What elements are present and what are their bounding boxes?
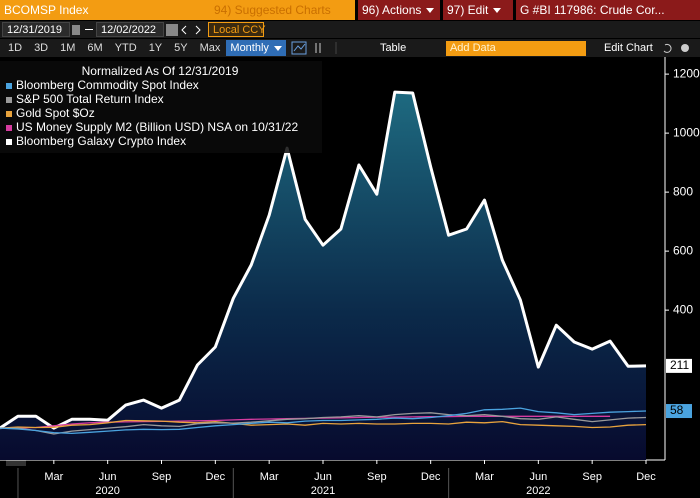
last-value-label: 58 [670, 403, 684, 417]
x-tick-label: Sep [152, 471, 172, 483]
period-button[interactable]: 1Y [148, 42, 163, 54]
y-tick-label: 400 [673, 302, 693, 316]
add-data-input[interactable]: Add Data [445, 40, 586, 56]
legend-title: Normalized As Of 12/31/2019 [82, 64, 239, 78]
dropdown-arrow [273, 45, 282, 51]
period-buttons: 1D 3D 1M 6M YTD 1Y 5Y Max [2, 42, 226, 54]
period-button[interactable]: YTD [114, 42, 137, 54]
ticker[interactable]: BCOMSP Index [0, 0, 210, 20]
edit-chart-button[interactable]: Edit Chart [603, 42, 653, 54]
x-tick-label: Jun [314, 471, 332, 483]
legend-swatch [6, 97, 12, 103]
period-button[interactable]: Max [199, 42, 221, 54]
menu-text: 97) Edit [447, 3, 489, 17]
period-button[interactable]: 6M [87, 42, 103, 54]
period-button[interactable]: 1D [8, 42, 23, 54]
last-value-box [666, 358, 692, 373]
legend-entry: Bloomberg Galaxy Crypto Index [16, 134, 186, 148]
series-area [0, 92, 646, 460]
series-line [0, 407, 647, 435]
table-button[interactable]: Table [379, 42, 407, 54]
x-tick-label: Dec [636, 471, 656, 483]
menu-suggested[interactable]: 94) Suggested Charts [210, 0, 355, 20]
x-tick-label: Sep [582, 471, 602, 483]
series-line [0, 419, 647, 429]
period-button[interactable]: 5Y [174, 42, 188, 54]
year-label: 2022 [526, 485, 550, 497]
currency[interactable]: Local CCY [208, 22, 266, 37]
menu-bi[interactable]: G #BI 117986: Crude Cor... [516, 0, 700, 20]
dropdown-arrow [426, 7, 435, 13]
period-button[interactable]: 3D [34, 42, 49, 54]
last-value-label: 211 [670, 358, 689, 372]
x-tick-label: Jun [99, 471, 117, 483]
end-date[interactable]: 12/02/2022 [96, 22, 164, 37]
x-tick-label: Mar [475, 471, 494, 483]
series-line [0, 412, 647, 435]
legend-swatch [6, 125, 12, 131]
legend-entry: S&P 500 Total Return Index [16, 92, 164, 106]
legend-swatch [6, 139, 12, 145]
x-tick-label: Dec [206, 471, 226, 483]
x-tick-label: Jun [529, 471, 547, 483]
chart-tools[interactable] [286, 40, 376, 56]
menu-actions[interactable]: 96) Actions [358, 0, 440, 20]
series-line [0, 90, 647, 430]
frequency[interactable]: Monthly [226, 40, 286, 56]
menu-text: 96) Actions [362, 3, 422, 17]
legend-entry: Bloomberg Commodity Spot Index [16, 78, 199, 92]
legend-background [0, 61, 322, 153]
year-label: 2021 [311, 485, 335, 497]
legend-entry: US Money Supply M2 (Billion USD) NSA on … [16, 120, 298, 134]
date-dash [85, 29, 93, 30]
y-tick-label: 800 [673, 184, 693, 198]
chart: 400 600 800 1000 1200 Mar Jun Sep Dec Mar Jun Sep De… [0, 57, 700, 498]
start-date[interactable]: 12/31/2019 [2, 22, 70, 37]
legend-swatch [6, 83, 12, 89]
legend-swatch [6, 111, 12, 117]
last-value-box [666, 404, 692, 419]
y-tick-label: 600 [673, 243, 693, 257]
menu-edit[interactable]: 97) Edit [443, 0, 513, 20]
x-tick-label: Sep [367, 471, 387, 483]
window-icons[interactable] [657, 40, 697, 56]
x-tick-label: Mar [260, 471, 279, 483]
nav-arrows[interactable] [164, 23, 204, 37]
y-tick-label: 1200 [673, 66, 700, 80]
x-tick-label: Mar [44, 471, 63, 483]
y-tick-label: 1000 [673, 125, 700, 139]
range-bar: 1D 3D 1M 6M YTD 1Y 5Y Max Monthly Table Add Dat… [0, 39, 700, 57]
legend-entry: Gold Spot $Oz [16, 106, 95, 120]
period-button[interactable]: 1M [60, 42, 76, 54]
x-tick-label: Dec [421, 471, 441, 483]
year-label: 2020 [95, 485, 119, 497]
calendar-icon[interactable] [70, 23, 82, 37]
frequency-text: Monthly [230, 42, 269, 54]
title-bar: BCOMSP Index 94) Suggested Charts 96) Ac… [0, 0, 700, 20]
date-bar: 12/31/2019 12/02/2022 Local CCY [0, 21, 700, 38]
dropdown-arrow [493, 7, 502, 13]
